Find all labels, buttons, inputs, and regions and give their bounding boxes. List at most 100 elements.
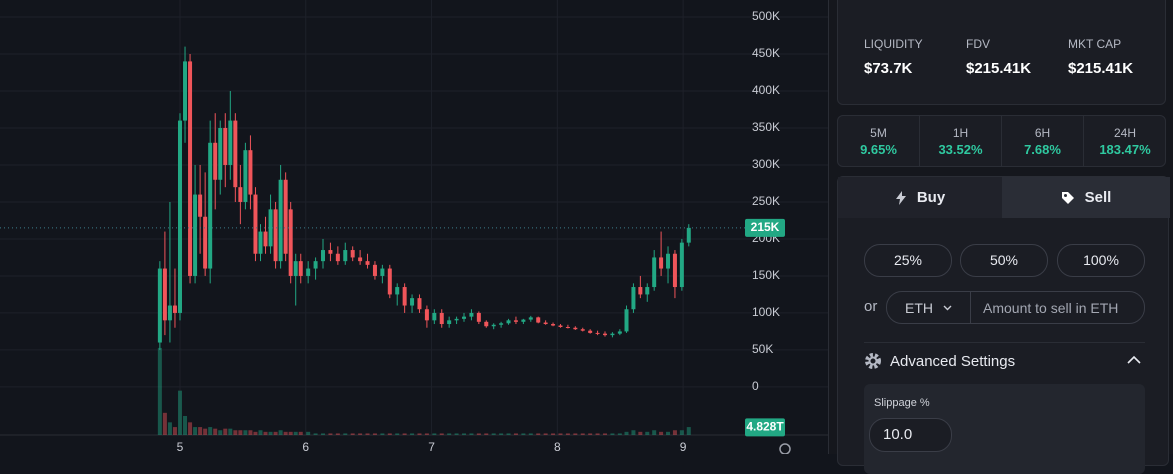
amount-button[interactable]: 25% [864, 244, 952, 277]
change-cell[interactable]: 24H 183.47% [1084, 116, 1165, 166]
change-cell[interactable]: 1H 33.52% [920, 116, 1002, 166]
volume-bar [528, 433, 533, 435]
candle-body [321, 250, 326, 262]
sell-tab[interactable]: Sell [1002, 177, 1170, 218]
candle-body [558, 325, 563, 327]
stat-label: LIQUIDITY [864, 37, 923, 51]
advanced-settings[interactable]: Advanced Settings [890, 353, 1016, 370]
x-tick-label: 6 [302, 440, 309, 454]
candle-body [595, 332, 600, 334]
change: 7.68% [1024, 142, 1061, 157]
candle-body [188, 61, 193, 276]
placeholder: Amount to sell in ETH [983, 300, 1119, 316]
volume-bar [228, 428, 233, 435]
candle-body [659, 257, 664, 269]
volume-bar [491, 433, 496, 435]
chevron-up[interactable] [1127, 355, 1141, 364]
candle-body [223, 127, 228, 165]
volume-bar [484, 433, 489, 435]
candle-body [666, 253, 671, 269]
candle-body [358, 257, 363, 262]
candle-body [248, 150, 253, 195]
candle-body [424, 309, 429, 321]
amount-input[interactable]: ETH Amount to sell in ETH [886, 291, 1145, 324]
volume-bar [387, 433, 392, 435]
volume-bar [603, 433, 608, 435]
candle-body [298, 261, 303, 276]
candle-body [228, 120, 233, 165]
candle-body [439, 312, 444, 325]
candle-body [652, 257, 657, 288]
candle-body [380, 268, 385, 276]
volume-bar [551, 433, 556, 435]
candle-body [198, 194, 203, 217]
y-tick-label: 100K [752, 305, 780, 319]
candle-body [610, 333, 615, 336]
volume-bar [321, 433, 326, 435]
volume-bar [157, 347, 162, 435]
stat-value: $215.41K [966, 60, 1032, 77]
volume-bar [380, 433, 385, 435]
candle-body [410, 298, 415, 306]
candle-body [686, 227, 691, 243]
candle-body [417, 298, 422, 310]
volume-bar [258, 430, 263, 435]
or-label: or [864, 298, 878, 315]
volume-bar [218, 430, 223, 435]
volume-bar [306, 431, 311, 435]
candle-body [213, 142, 218, 180]
volume-bar [410, 433, 415, 435]
candle-body [679, 242, 684, 288]
period: 24H [1113, 126, 1136, 140]
candle-body [283, 179, 288, 254]
candle-body [573, 327, 578, 330]
change-cell[interactable]: 5M 9.65% [838, 116, 920, 166]
volume-bar [395, 433, 400, 435]
candle-body [343, 250, 348, 262]
amount-button[interactable]: 50% [960, 244, 1048, 277]
candle-body [432, 312, 437, 321]
volume-bar [293, 431, 298, 435]
volume-bar [213, 428, 218, 435]
volume-bar [672, 430, 677, 435]
volume-bar [402, 433, 407, 435]
volume-bar [558, 433, 563, 435]
change-cell[interactable]: 6H 7.68% [1002, 116, 1084, 166]
stat-value: $73.7K [864, 60, 913, 77]
candle-body [484, 321, 489, 327]
amount-button[interactable]: 100% [1057, 244, 1145, 277]
bolt-icon [895, 190, 906, 205]
y-tick-label: 300K [752, 157, 780, 171]
volume-bar [469, 433, 474, 435]
volume-bar [365, 433, 370, 435]
volume-bar [588, 433, 593, 435]
buy-tab[interactable]: Buy [838, 177, 1002, 218]
candle-body [233, 120, 238, 188]
x-tick-label: 7 [428, 440, 435, 454]
volume-bar [243, 430, 248, 435]
volume-bar [439, 433, 444, 435]
change: 33.52% [938, 142, 983, 157]
candle-body [293, 261, 298, 276]
candle-body [306, 268, 311, 276]
volume-bar [268, 431, 273, 435]
volume-bar [198, 427, 203, 435]
y-tick-label: 350K [752, 120, 780, 134]
candle-body [551, 324, 556, 326]
candle-body [193, 194, 198, 276]
volume-bar [679, 430, 684, 435]
stats-card: LIQUIDITY $73.7K FDV $215.41K MKT CAP $2… [837, 0, 1166, 105]
volume-tag [745, 418, 785, 437]
candle-body [462, 316, 467, 319]
slippage-input[interactable]: 10.0 [869, 418, 952, 452]
candle-body [638, 287, 643, 295]
token-select[interactable]: ETH [887, 292, 971, 323]
volume-bar [253, 431, 258, 435]
candle-body [395, 287, 400, 295]
volume-bar [283, 431, 288, 435]
y-tick-label: 400K [752, 83, 780, 97]
slippage-label: Slippage % [874, 397, 930, 409]
volume-bar [543, 433, 548, 435]
volume-bar [631, 430, 636, 435]
settings-icon [779, 443, 791, 454]
